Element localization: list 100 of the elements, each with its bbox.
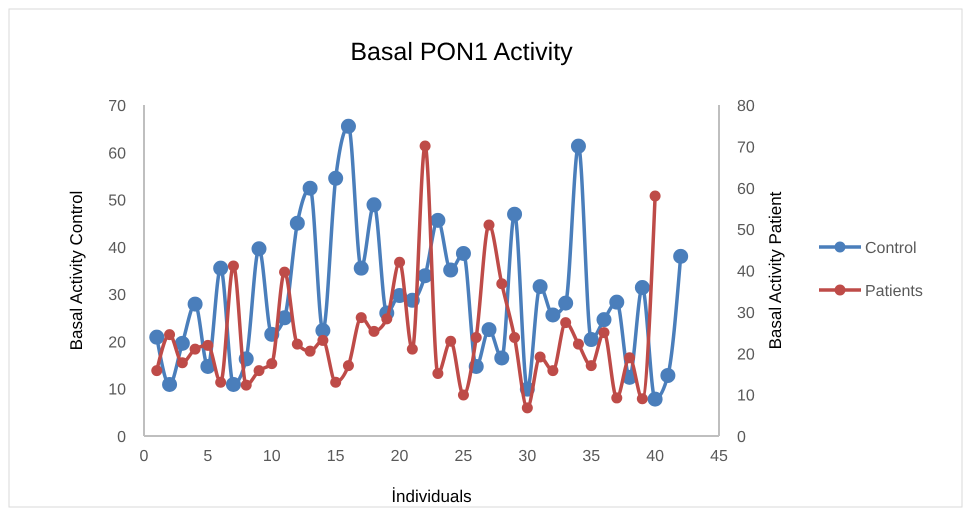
point: [317, 334, 328, 346]
point: [432, 368, 444, 380]
point: [164, 329, 176, 340]
x-tick-label: 35: [582, 448, 600, 465]
point: [228, 260, 239, 272]
point: [470, 332, 482, 344]
point: [611, 392, 622, 404]
x-tick-label: 0: [140, 448, 149, 465]
point: [290, 216, 305, 231]
y-tick-label: 20: [108, 334, 126, 352]
point: [634, 280, 650, 296]
point: [456, 246, 471, 261]
point: [304, 346, 316, 357]
point: [279, 266, 290, 278]
x-tick-label: 30: [518, 448, 536, 465]
legend-label: Control: [865, 240, 917, 257]
y2-tick-label: 80: [737, 98, 755, 115]
point: [328, 170, 344, 186]
point: [443, 262, 458, 278]
point: [266, 358, 278, 370]
point: [547, 365, 558, 376]
x-tick-label: 25: [454, 448, 472, 465]
y2-tick-label: 0: [737, 429, 746, 446]
y2-tick-label: 10: [737, 388, 755, 405]
point: [202, 340, 214, 351]
point: [609, 294, 624, 310]
point: [598, 327, 610, 338]
point: [394, 256, 406, 268]
point: [240, 380, 252, 391]
point: [445, 336, 456, 347]
y-tick-label: 10: [108, 382, 126, 399]
point: [650, 190, 661, 202]
y-tick-label: 60: [108, 145, 126, 162]
point: [342, 360, 354, 372]
y2-tick-label: 70: [737, 139, 755, 156]
point: [176, 357, 188, 368]
x-tick-label: 15: [326, 448, 345, 465]
point: [660, 368, 676, 383]
y2-axis-title: Basal Activity Patient: [766, 191, 785, 350]
point: [252, 241, 266, 256]
point: [534, 351, 546, 362]
point: [366, 197, 382, 212]
point: [381, 313, 392, 324]
point: [315, 323, 330, 338]
point: [174, 336, 190, 351]
point: [368, 326, 380, 337]
point: [596, 312, 612, 328]
point: [648, 392, 663, 407]
x-tick-label: 5: [203, 448, 212, 465]
y2-tick-label: 30: [737, 304, 755, 322]
y-axis-title: Basal Activity Control: [67, 190, 86, 350]
point: [330, 376, 342, 388]
y-tick-label: 50: [108, 192, 126, 210]
point: [507, 206, 522, 222]
chart-title: Basal PON1 Activity: [350, 38, 574, 66]
point: [482, 322, 496, 338]
point: [354, 260, 369, 276]
y2-tick-label: 40: [737, 264, 755, 280]
point: [636, 393, 648, 404]
y2-tick-label: 50: [737, 222, 755, 240]
point: [226, 376, 241, 392]
point: [586, 360, 597, 372]
point: [494, 350, 510, 366]
point: [406, 344, 418, 355]
y2-tick-label: 60: [737, 180, 755, 198]
point: [302, 180, 318, 196]
point: [420, 140, 431, 152]
y-tick-label: 0: [117, 429, 126, 446]
point: [458, 390, 469, 401]
point: [292, 338, 303, 350]
x-tick-label: 10: [262, 448, 281, 465]
x-tick-label: 20: [390, 448, 409, 465]
point: [190, 344, 201, 355]
point: [188, 296, 203, 312]
x-tick-label: 45: [710, 448, 728, 465]
point: [545, 307, 560, 322]
point: [215, 376, 226, 388]
point: [584, 332, 599, 348]
point: [509, 332, 520, 344]
point: [149, 330, 164, 345]
point: [572, 338, 584, 350]
y-tick-label: 70: [108, 98, 126, 115]
point: [162, 376, 178, 392]
point: [532, 279, 548, 294]
point: [254, 365, 264, 376]
x-tick-label: 40: [646, 448, 664, 465]
x-axis-title: İndividuals: [391, 487, 472, 506]
y-tick-label: 30: [108, 287, 126, 304]
y2-tick-label: 20: [737, 346, 755, 364]
legend-label: Patients: [865, 283, 923, 300]
point: [558, 296, 574, 311]
point: [522, 402, 533, 414]
point: [570, 138, 586, 154]
point: [340, 118, 356, 134]
point: [560, 317, 572, 328]
point: [356, 312, 367, 324]
point: [624, 352, 636, 364]
point: [496, 278, 508, 290]
point: [151, 365, 162, 376]
y-tick-label: 40: [108, 240, 126, 257]
